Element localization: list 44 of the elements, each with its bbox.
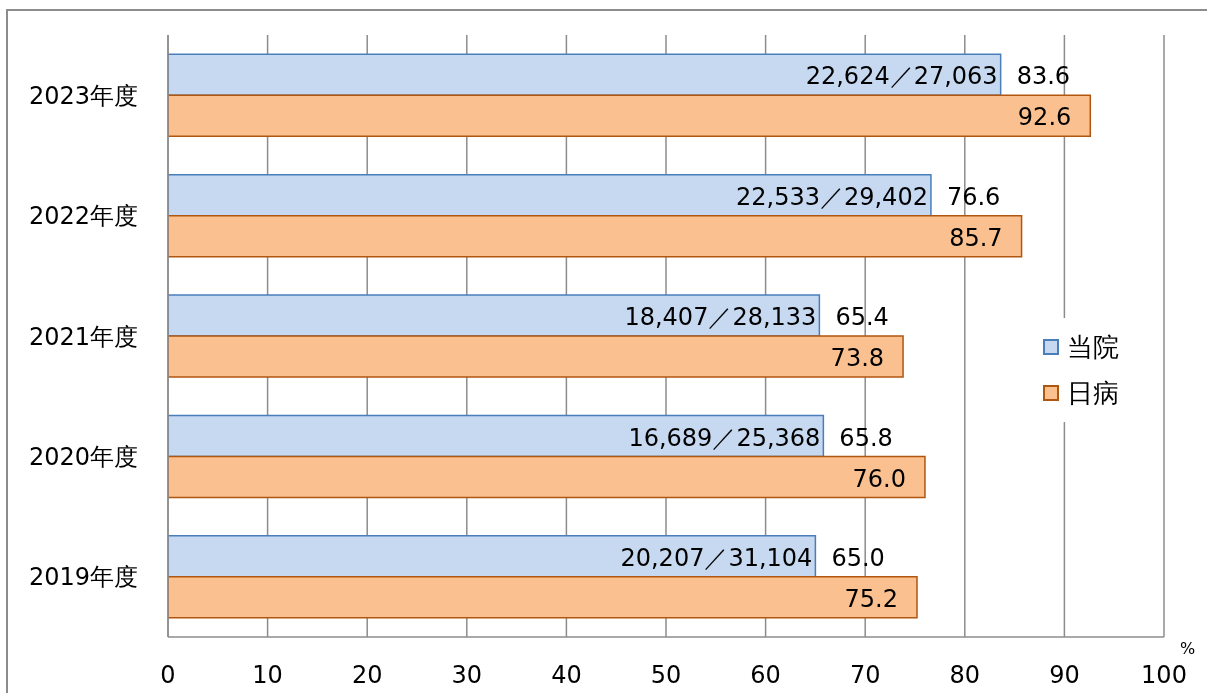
x-tick-label: 90 (1049, 661, 1080, 690)
annotation: 18,407／28,133 (624, 303, 817, 332)
bar (168, 294, 821, 337)
y-tick-label: 2021年度 (28, 322, 138, 351)
x-tick-label: 10 (252, 661, 283, 690)
bar (168, 335, 904, 378)
data-label: 65.8 (839, 423, 893, 452)
data-label: 65.4 (835, 303, 889, 332)
annotation: 16,689／25,368 (628, 423, 821, 452)
data-label: 83.6 (1016, 62, 1071, 91)
annotation: 22,624／27,063 (805, 62, 998, 91)
data-label: 92.6 (1017, 103, 1072, 132)
x-tick-label: 60 (750, 661, 781, 690)
legend-label: 日病 (1067, 378, 1119, 408)
bar (168, 214, 1023, 258)
y-tick-label: 2022年度 (28, 202, 138, 231)
data-label: 76.6 (946, 182, 1001, 211)
x-tick-label: 80 (949, 661, 981, 690)
x-tick-label: 20 (351, 661, 383, 690)
x-tick-label: 40 (551, 661, 582, 690)
bar (168, 535, 817, 578)
annotation: 20,207／31,104 (620, 543, 813, 572)
legend-label: 当院 (1067, 332, 1119, 362)
data-label: 75.2 (844, 584, 898, 613)
x-axis-title: % (1180, 639, 1196, 658)
data-label: 73.8 (830, 344, 885, 373)
bar (168, 173, 932, 217)
x-tick-label: 70 (849, 661, 881, 690)
x-tick-label: 50 (650, 661, 682, 690)
bar (168, 94, 1092, 138)
data-label: 65.0 (831, 543, 885, 572)
data-label: 76.0 (852, 464, 906, 493)
bar (168, 576, 918, 619)
x-tick-label: 0 (160, 661, 176, 690)
x-tick-label: 100 (1141, 661, 1187, 690)
annotation: 22,533／29,402 (735, 182, 928, 211)
y-tick-label: 2020年度 (28, 442, 138, 471)
y-tick-label: 2023年度 (28, 81, 138, 110)
y-tick-label: 2019年度 (28, 563, 138, 592)
data-label: 85.7 (949, 223, 1003, 252)
bar (168, 53, 1002, 97)
bar (168, 455, 926, 499)
bar (168, 414, 825, 458)
x-tick-label: 30 (451, 661, 483, 690)
